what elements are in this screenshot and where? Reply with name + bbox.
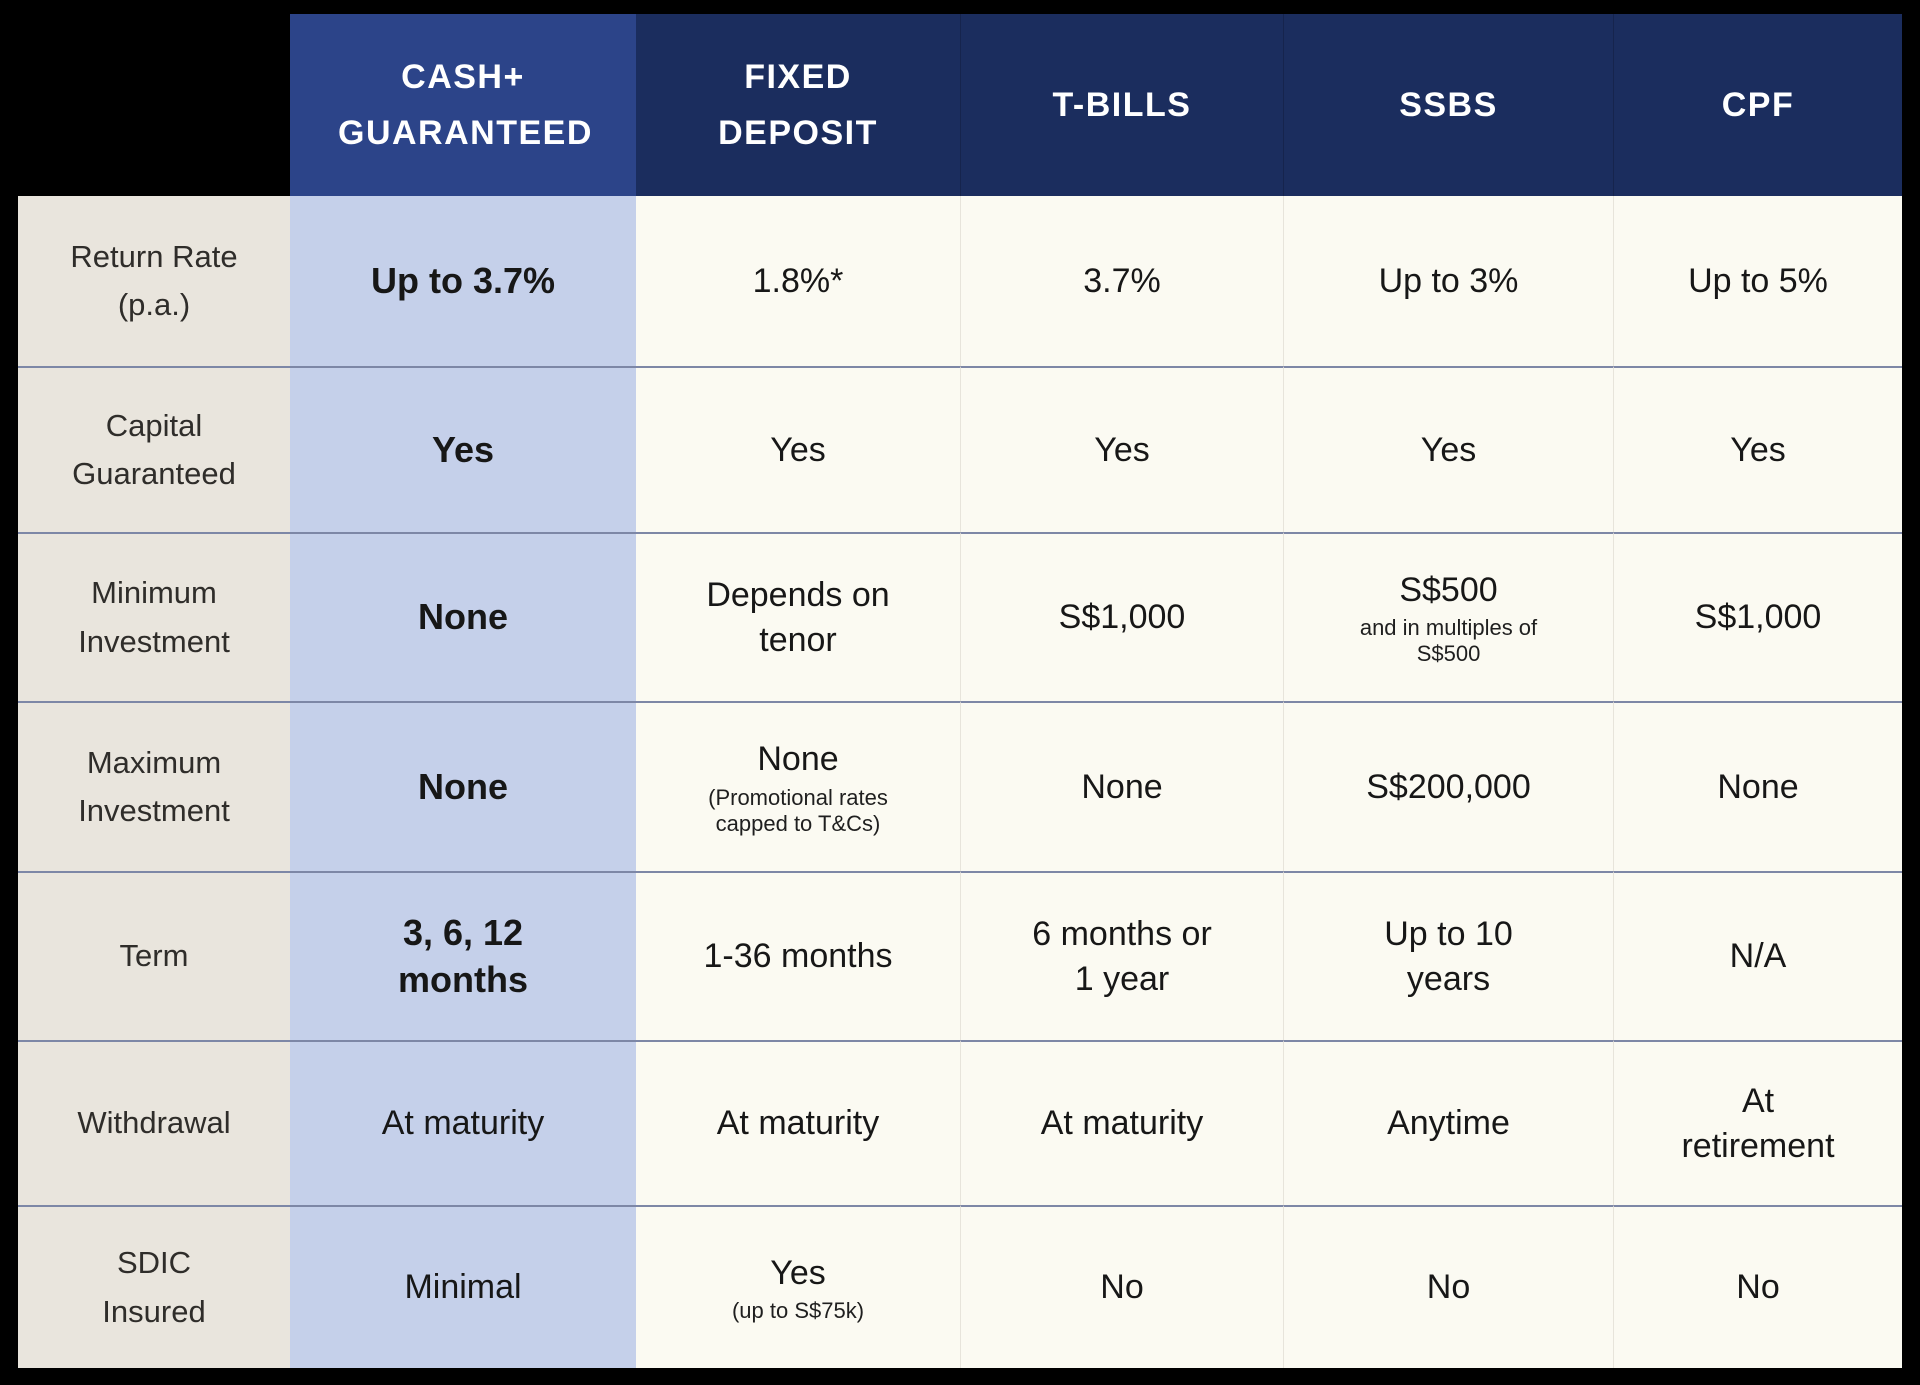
corner-cell <box>18 14 290 196</box>
maximum-investment-fixed-deposit-cell: None (Promotional rates capped to T&Cs) <box>636 701 960 871</box>
cell-value: 6 months or 1 year <box>1032 915 1212 998</box>
withdrawal-cash-cell: At maturity <box>290 1040 636 1205</box>
cell-value: None <box>418 765 508 807</box>
cell-value: 1-36 months <box>703 937 893 976</box>
column-header-fixed-deposit: FIXED DEPOSIT <box>636 14 960 196</box>
cell-value: S$200,000 <box>1366 767 1531 806</box>
capital-guaranteed-t-bills-cell: Yes <box>960 366 1283 532</box>
cell-value: None <box>757 740 839 779</box>
minimum-investment-ssbs-cell: S$500 and in multiples of S$500 <box>1283 532 1613 701</box>
maximum-investment-cash-cell: None <box>290 701 636 871</box>
cell-value: Anytime <box>1387 1104 1510 1143</box>
row-label-text: Capital Guaranteed <box>72 407 236 491</box>
sdic-insured-cash-cell: Minimal <box>290 1205 636 1368</box>
cell-value: Yes <box>1730 430 1786 469</box>
withdrawal-ssbs-cell: Anytime <box>1283 1040 1613 1205</box>
row-label-minimum-investment: Minimum Investment <box>18 532 290 701</box>
term-t-bills-cell: 6 months or 1 year <box>960 871 1283 1040</box>
cell-value: 3, 6, 12 months <box>398 911 528 1000</box>
term-fixed-deposit-cell: 1-36 months <box>636 871 960 1040</box>
withdrawal-t-bills-cell: At maturity <box>960 1040 1283 1205</box>
column-header-t-bills: T-BILLS <box>960 14 1283 196</box>
sdic-insured-cpf-cell: No <box>1613 1205 1902 1368</box>
cell-value: S$1,000 <box>1694 598 1822 637</box>
capital-guaranteed-ssbs-cell: Yes <box>1283 366 1613 532</box>
cell-value: At retirement <box>1681 1082 1835 1165</box>
return-rate-cash-cell: Up to 3.7% <box>290 196 636 366</box>
cell-value: Depends on tenor <box>706 576 890 659</box>
column-header-cash-guaranteed: CASH+ GUARANTEED <box>290 14 636 196</box>
cell-note: and in multiples of S$500 <box>1359 615 1538 667</box>
row-label-term: Term <box>18 871 290 1040</box>
cell-value: No <box>1426 1268 1471 1307</box>
return-rate-ssbs-cell: Up to 3% <box>1283 196 1613 366</box>
sdic-insured-t-bills-cell: No <box>960 1205 1283 1368</box>
cell-value: S$500 <box>1399 570 1498 609</box>
row-label-text: Term <box>119 938 189 974</box>
withdrawal-fixed-deposit-cell: At maturity <box>636 1040 960 1205</box>
cell-value: None <box>418 596 508 638</box>
maximum-investment-cpf-cell: None <box>1613 701 1902 871</box>
column-header-label: SSBS <box>1399 85 1498 124</box>
cell-value: At maturity <box>716 1104 880 1143</box>
return-rate-t-bills-cell: 3.7% <box>960 196 1283 366</box>
column-header-label: CASH+ GUARANTEED <box>338 57 593 152</box>
maximum-investment-t-bills-cell: None <box>960 701 1283 871</box>
cell-value: Up to 10 years <box>1384 915 1513 998</box>
column-header-label: FIXED DEPOSIT <box>718 57 878 152</box>
capital-guaranteed-fixed-deposit-cell: Yes <box>636 366 960 532</box>
row-label-text: Minimum Investment <box>78 575 230 659</box>
term-ssbs-cell: Up to 10 years <box>1283 871 1613 1040</box>
return-rate-fixed-deposit-cell: 1.8%* <box>636 196 960 366</box>
cell-value: 1.8%* <box>752 261 844 300</box>
row-label-sdic-insured: SDIC Insured <box>18 1205 290 1368</box>
comparison-table: CASH+ GUARANTEED FIXED DEPOSIT T-BILLS S… <box>18 14 1902 1368</box>
sdic-insured-fixed-deposit-cell: Yes (up to S$75k) <box>636 1205 960 1368</box>
minimum-investment-t-bills-cell: S$1,000 <box>960 532 1283 701</box>
row-label-return-rate: Return Rate (p.a.) <box>18 196 290 366</box>
minimum-investment-cpf-cell: S$1,000 <box>1613 532 1902 701</box>
cell-value: Up to 3.7% <box>370 259 556 301</box>
return-rate-cpf-cell: Up to 5% <box>1613 196 1902 366</box>
cell-value: Yes <box>431 428 495 470</box>
cell-note: (up to S$75k) <box>731 1298 865 1324</box>
cell-value: None <box>1717 767 1799 806</box>
row-label-withdrawal: Withdrawal <box>18 1040 290 1205</box>
row-label-maximum-investment: Maximum Investment <box>18 701 290 871</box>
cell-value: Yes <box>1420 430 1477 469</box>
cell-value: At maturity <box>381 1104 545 1143</box>
column-header-label: T-BILLS <box>1052 85 1192 124</box>
capital-guaranteed-cpf-cell: Yes <box>1613 366 1902 532</box>
row-label-text: Withdrawal <box>77 1105 231 1141</box>
withdrawal-cpf-cell: At retirement <box>1613 1040 1902 1205</box>
row-label-text: Return Rate (p.a.) <box>70 238 238 322</box>
column-header-label: CPF <box>1721 85 1795 124</box>
cell-value: No <box>1100 1268 1144 1307</box>
capital-guaranteed-cash-cell: Yes <box>290 366 636 532</box>
cell-value: No <box>1736 1268 1780 1307</box>
minimum-investment-fixed-deposit-cell: Depends on tenor <box>636 532 960 701</box>
sdic-insured-ssbs-cell: No <box>1283 1205 1613 1368</box>
term-cpf-cell: N/A <box>1613 871 1902 1040</box>
row-label-capital-guaranteed: Capital Guaranteed <box>18 366 290 532</box>
maximum-investment-ssbs-cell: S$200,000 <box>1283 701 1613 871</box>
cell-value: Yes <box>770 1253 826 1292</box>
row-label-text: SDIC Insured <box>102 1245 206 1329</box>
row-label-text: Maximum Investment <box>78 744 230 828</box>
cell-value: Minimal <box>404 1268 522 1307</box>
cell-value: Yes <box>770 430 826 469</box>
minimum-investment-cash-cell: None <box>290 532 636 701</box>
term-cash-cell: 3, 6, 12 months <box>290 871 636 1040</box>
cell-value: At maturity <box>1040 1104 1204 1143</box>
cell-value: Yes <box>1094 430 1150 469</box>
cell-note: (Promotional rates capped to T&Cs) <box>708 784 888 836</box>
cell-value: None <box>1081 767 1163 806</box>
cell-value: Up to 5% <box>1688 261 1828 300</box>
cell-value: 3.7% <box>1083 261 1161 300</box>
cell-value: S$1,000 <box>1058 598 1186 637</box>
column-header-cpf: CPF <box>1613 14 1902 196</box>
cell-value: Up to 3% <box>1378 261 1519 300</box>
cell-value: N/A <box>1729 937 1787 976</box>
column-header-ssbs: SSBS <box>1283 14 1613 196</box>
